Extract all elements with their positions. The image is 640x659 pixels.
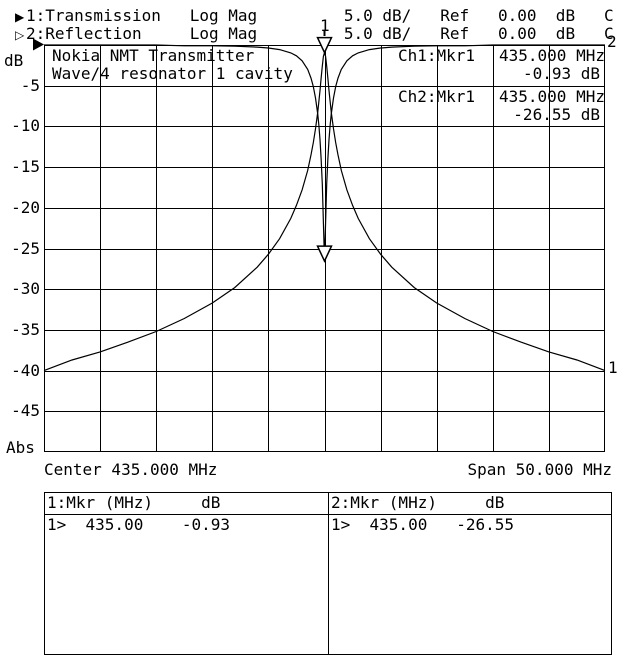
ref-level-arrow-icon <box>33 38 44 51</box>
marker-table-header-divider <box>44 514 612 515</box>
y-tick-label: -30 <box>11 279 40 298</box>
marker1-number-label: 1 <box>320 16 330 35</box>
ch1-marker-readout-label: Ch1:Mkr1 <box>398 46 476 65</box>
marker-table-left-header: 1:Mkr (MHz) dB <box>47 493 221 512</box>
marker-table-right-row: 1> 435.00 -26.55 <box>331 515 515 534</box>
y-tick-label: -15 <box>11 157 40 176</box>
trace2-active-marker-icon: ▷ <box>15 28 25 42</box>
y-axis-abs-label: Abs <box>6 438 35 457</box>
y-tick-label: -5 <box>20 76 40 95</box>
ch2-marker-value: -26.55 dB <box>513 105 600 124</box>
y-tick-label: -20 <box>11 198 40 217</box>
header-line2: 2:Reflection Log Mag 5.0 dB/ Ref 0.00 dB… <box>26 24 614 43</box>
trace1-label: 1 <box>608 358 618 377</box>
y-tick-label: -45 <box>11 401 40 420</box>
y-tick-label: -10 <box>11 116 40 135</box>
marker-triangle-ch1 <box>316 36 333 55</box>
trace2-label: 2 <box>607 32 617 51</box>
marker-table-center-divider <box>328 492 329 655</box>
ch1-marker-frequency: 435.000 MHz <box>499 46 605 65</box>
y-tick-label: -35 <box>11 320 40 339</box>
marker-table-right-header: 2:Mkr (MHz) dB <box>331 493 505 512</box>
marker-table-left-row: 1> 435.00 -0.93 <box>47 515 231 534</box>
center-frequency-label: Center 435.000 MHz <box>44 460 218 479</box>
trace1-active-marker-icon: ▶ <box>15 10 25 24</box>
ch1-marker-value: -0.93 dB <box>522 64 600 83</box>
header-line1: 1:Transmission Log Mag 5.0 dB/ Ref 0.00 … <box>26 6 614 25</box>
measurement-title-line1: Nokia NMT Transmitter <box>52 46 255 65</box>
marker-triangle-ch2 <box>316 245 333 263</box>
ch2-marker-readout-label: Ch2:Mkr1 <box>398 87 476 106</box>
y-tick-label: -25 <box>11 239 40 258</box>
ch2-marker-frequency: 435.000 MHz <box>499 87 605 106</box>
y-tick-label: -40 <box>11 361 40 380</box>
span-label: Span 50.000 MHz <box>467 460 613 479</box>
measurement-title-line2: Wave/4 resonator 1 cavity <box>52 64 293 83</box>
y-axis-unit-label: dB <box>4 51 24 70</box>
